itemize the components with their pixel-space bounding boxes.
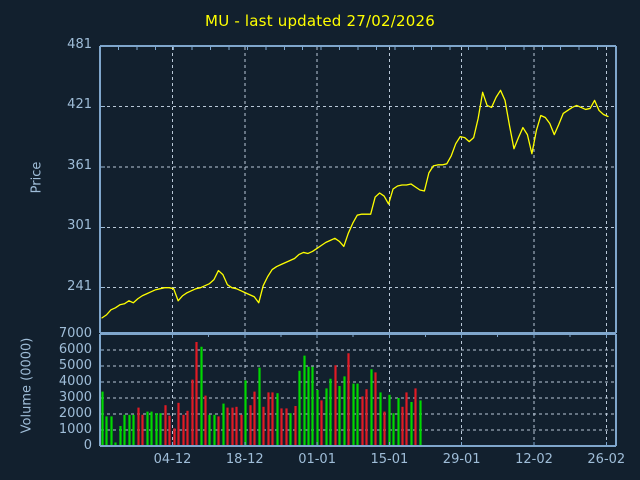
price-y-tick: 301 [67, 218, 92, 234]
volume-y-tick: 6000 [58, 342, 92, 357]
price-line [101, 89, 609, 319]
x-axis-tick-26-02: 26-02 [587, 452, 626, 467]
price-y-tick: 361 [67, 157, 92, 173]
volume-y-tick: 0 [83, 438, 92, 453]
volume-y-tick: 7000 [58, 326, 92, 341]
volume-y-tick: 3000 [58, 390, 92, 405]
x-axis-tick-18-12: 18-12 [225, 452, 264, 467]
volume-y-tick: 1000 [58, 422, 92, 437]
x-axis-tick-01-01: 01-01 [298, 452, 336, 467]
volume-y-tick: 2000 [58, 406, 92, 421]
price-y-tick: 481 [67, 37, 92, 52]
volume-y-tick: 5000 [58, 358, 92, 373]
price-y-tick: 421 [67, 97, 92, 113]
x-axis-tick-15-01: 15-01 [370, 452, 409, 467]
x-axis-tick-29-01: 29-01 [442, 452, 481, 467]
x-axis-tick-12-02: 12-02 [515, 452, 553, 467]
chart-title: MU - last updated 27/02/2026 [205, 12, 435, 30]
x-axis-tick-04-12: 04-12 [153, 452, 192, 467]
price-y-tick: 241 [67, 278, 92, 294]
volume-y-tick: 4000 [58, 374, 92, 389]
